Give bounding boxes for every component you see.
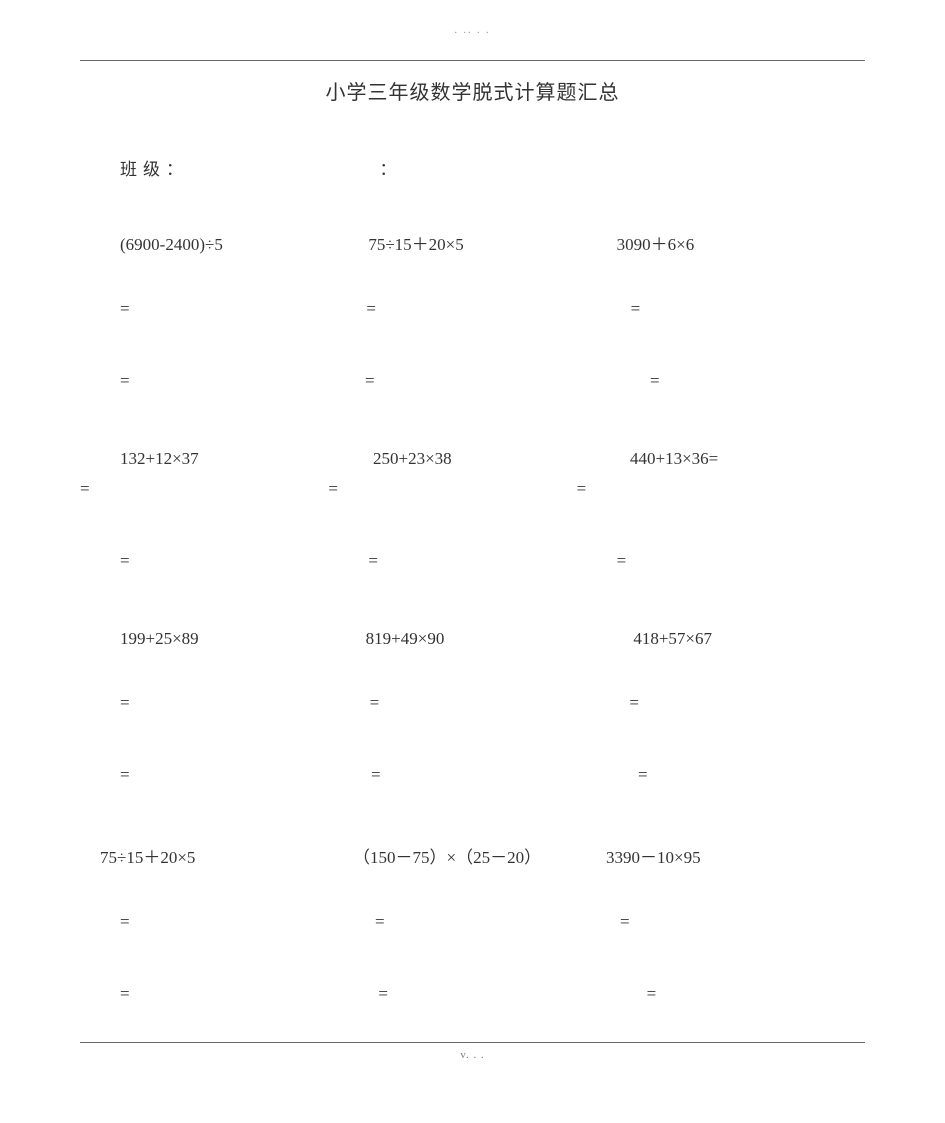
equals: = bbox=[80, 299, 354, 319]
problem: 418+57×67 bbox=[597, 629, 865, 649]
equals-row: = = = bbox=[80, 551, 865, 579]
problem: 250+23×38 bbox=[355, 449, 608, 469]
equals-row: = = = bbox=[80, 371, 865, 399]
equals: = bbox=[365, 912, 620, 932]
equals: = bbox=[335, 371, 580, 391]
problem: 199+25×89 bbox=[80, 629, 352, 649]
problem: （150－75）×（25－20） bbox=[353, 843, 612, 868]
problem: 3390－10×95 bbox=[606, 843, 865, 868]
equals-row: = = = bbox=[80, 912, 865, 940]
problems-area: (6900-2400)÷5 75÷15＋20×5 3090＋6×6 = = = … bbox=[80, 230, 865, 1012]
problem: (6900-2400)÷5 bbox=[80, 235, 368, 255]
problem: 75÷15＋20×5 bbox=[368, 230, 616, 255]
equals: = bbox=[80, 984, 338, 1004]
class-label: 班级： bbox=[120, 160, 189, 179]
problem-row: 75÷15＋20×5 （150－75）×（25－20） 3390－10×95 bbox=[80, 843, 865, 868]
problem-row: 199+25×89 819+49×90 418+57×67 bbox=[80, 629, 865, 649]
equals: = bbox=[338, 984, 596, 1004]
equals: = bbox=[80, 693, 356, 713]
equals: = bbox=[356, 693, 606, 713]
equals: = bbox=[617, 551, 865, 571]
problem-row: (6900-2400)÷5 75÷15＋20×5 3090＋6×6 bbox=[80, 230, 865, 255]
equals-row: = = = bbox=[80, 984, 865, 1012]
equals: = bbox=[598, 765, 865, 785]
equals: = bbox=[597, 984, 865, 1004]
equals-row: = = = bbox=[80, 299, 865, 327]
class-colon-2: ： bbox=[380, 160, 403, 179]
problem-row: 132+12×37 250+23×38 440+13×36= bbox=[80, 449, 865, 469]
equals: = bbox=[601, 299, 865, 319]
problem: 3090＋6×6 bbox=[617, 230, 865, 255]
equals: = bbox=[80, 912, 365, 932]
problem: 819+49×90 bbox=[352, 629, 598, 649]
problem: 132+12×37 bbox=[80, 449, 355, 469]
equals-row: = = = bbox=[80, 693, 865, 721]
equals: = bbox=[368, 551, 616, 571]
top-rule bbox=[80, 60, 865, 61]
equals: = bbox=[605, 693, 865, 713]
equals: = bbox=[80, 479, 368, 499]
equals-row: = = = bbox=[80, 765, 865, 793]
footer-mark: v. . . bbox=[80, 1049, 865, 1061]
problem: 440+13×36= bbox=[608, 449, 865, 469]
equals: = bbox=[328, 479, 616, 499]
equals: = bbox=[347, 765, 598, 785]
footer-rule bbox=[80, 1042, 865, 1043]
worksheet-page: . .. . . bbox=[0, 0, 945, 1123]
equals-row: = = = bbox=[80, 479, 865, 507]
equals: = bbox=[577, 479, 865, 499]
equals: = bbox=[80, 371, 335, 391]
equals: = bbox=[580, 371, 865, 391]
equals: = bbox=[80, 765, 347, 785]
problem: 75÷15＋20×5 bbox=[80, 843, 359, 868]
page-title: 小学三年级数学脱式计算题汇总 bbox=[80, 76, 865, 105]
equals: = bbox=[620, 912, 865, 932]
class-line: 班级： ： bbox=[80, 155, 865, 180]
header-dots: . .. . . bbox=[80, 25, 865, 36]
equals: = bbox=[354, 299, 600, 319]
equals: = bbox=[80, 551, 368, 571]
